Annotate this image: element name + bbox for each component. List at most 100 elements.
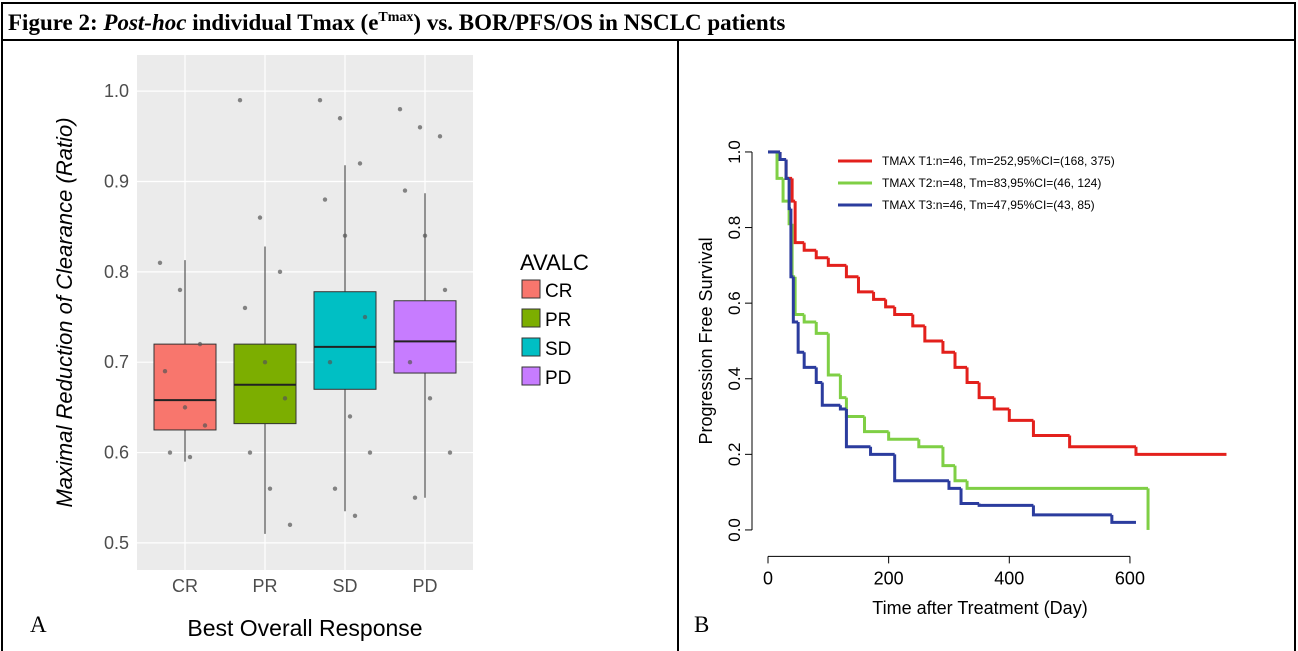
y-tick-label: 0.4 <box>725 367 744 391</box>
survival-step <box>872 291 886 301</box>
x-tick-label: SD <box>332 576 357 596</box>
survival-step <box>778 151 787 162</box>
point <box>332 486 338 491</box>
survival-step <box>775 151 784 180</box>
box <box>313 291 377 390</box>
survival-step <box>863 416 889 434</box>
legend-key <box>521 337 541 357</box>
box <box>153 343 217 431</box>
survival-step <box>802 352 817 369</box>
point <box>352 513 358 518</box>
survival-step <box>838 405 847 411</box>
x-tick-label: PD <box>412 576 437 596</box>
survival-step <box>814 250 829 260</box>
survival-step <box>838 374 847 400</box>
legend-label: TMAX T1:n=46, Tm=252,95%CI=(168, 375) <box>882 154 1115 168</box>
survival-step <box>784 159 790 180</box>
point <box>287 522 293 528</box>
x-tick-label: CR <box>172 576 198 596</box>
survival-step <box>781 178 790 203</box>
caption-text: ) vs. BOR/PFS/OS in NSCLC patients <box>413 10 785 35</box>
survival-step <box>1110 514 1136 524</box>
y-axis-label: Maximal Reduction of Clearance (Ratio) <box>52 117 77 507</box>
point <box>362 314 368 320</box>
point <box>412 495 418 500</box>
point <box>267 486 273 491</box>
y-tick-label: 0.6 <box>104 443 129 463</box>
point <box>277 269 283 275</box>
point <box>437 134 443 139</box>
survival-step <box>992 397 1010 411</box>
survival-step <box>884 299 895 309</box>
point <box>397 107 403 112</box>
point <box>417 125 423 130</box>
x-tick-label: 200 <box>874 568 904 588</box>
survival-step <box>826 257 847 267</box>
survival-step <box>814 367 823 385</box>
point <box>202 423 208 428</box>
survival-step <box>977 382 995 400</box>
panel-label: B <box>694 612 709 637</box>
x-tick-label: 600 <box>1115 568 1145 588</box>
survival-step <box>791 276 799 324</box>
point <box>357 161 363 166</box>
point <box>167 450 173 455</box>
y-tick-label: 0.0 <box>725 518 744 542</box>
legend-label: PD <box>545 368 571 389</box>
y-tick-label: 1.0 <box>104 81 129 101</box>
y-axis-label: Progression Free Survival <box>696 237 716 444</box>
survival-step <box>959 488 980 505</box>
point <box>282 396 288 401</box>
survival-step <box>893 306 913 316</box>
point <box>262 359 268 365</box>
legend-label: SD <box>545 339 571 360</box>
panel-label: A <box>30 612 47 637</box>
y-tick-label: 1.0 <box>725 140 744 164</box>
survival-step <box>947 480 962 490</box>
point <box>177 287 183 293</box>
survival-step <box>887 431 919 441</box>
point <box>447 450 453 455</box>
point <box>402 188 408 193</box>
survival-step <box>814 322 829 335</box>
box <box>393 300 457 374</box>
point <box>342 233 348 238</box>
survival-step <box>893 454 949 483</box>
y-tick-label: 0.7 <box>104 352 129 372</box>
y-tick-label: 0.2 <box>725 443 744 467</box>
survival-step <box>790 178 796 203</box>
legend-key <box>521 366 541 386</box>
legend-label: CR <box>545 281 572 302</box>
legend-label: TMAX T2:n=48, Tm=83,95%CI=(46, 124) <box>882 176 1101 190</box>
survival-step <box>941 340 956 354</box>
x-axis-label: Time after Treatment (Day) <box>872 598 1087 618</box>
point <box>182 405 188 410</box>
point <box>247 450 253 455</box>
legend-key <box>521 279 541 299</box>
survival-step <box>911 314 925 328</box>
survival-step <box>1068 435 1136 449</box>
survival-step <box>826 333 841 377</box>
survival-step <box>965 480 1143 490</box>
survival-step <box>941 446 956 468</box>
survival-step <box>917 439 943 449</box>
x-tick-label: 400 <box>994 568 1024 588</box>
x-tick-label: PR <box>252 576 277 596</box>
point <box>242 305 248 311</box>
point <box>407 359 413 365</box>
survival-step <box>977 503 1034 507</box>
survival-step <box>802 242 817 252</box>
legend-label: PR <box>545 310 571 331</box>
caption-prefix: Figure 2: <box>8 10 98 35</box>
survival-step <box>802 314 817 324</box>
survival-step <box>793 201 805 245</box>
y-tick-label: 0.8 <box>104 262 129 282</box>
survival-step <box>869 446 895 456</box>
survival-step <box>1134 446 1227 456</box>
survival-step <box>923 325 943 343</box>
y-tick-label: 0.5 <box>104 533 129 553</box>
survival-step <box>1007 408 1034 422</box>
point <box>322 197 328 202</box>
legend-label: TMAX T3:n=46, Tm=47,95%CI=(43, 85) <box>882 198 1095 212</box>
